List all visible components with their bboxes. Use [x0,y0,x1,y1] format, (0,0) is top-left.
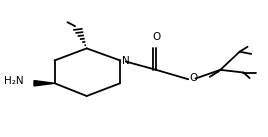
Text: H₂N: H₂N [4,76,24,86]
Text: N: N [122,56,130,66]
Text: O: O [189,73,198,83]
Polygon shape [34,81,55,86]
Text: O: O [152,32,160,42]
